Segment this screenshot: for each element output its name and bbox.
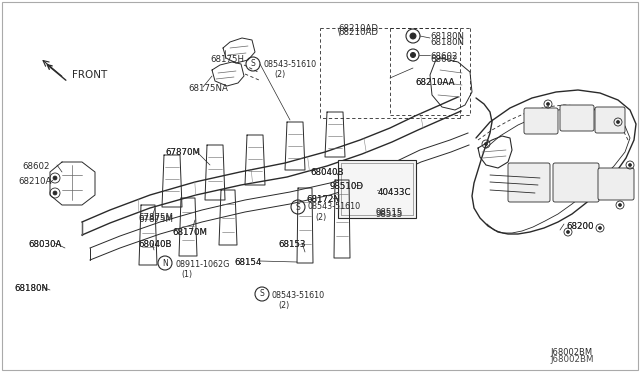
Circle shape <box>628 164 632 167</box>
Text: 68175H: 68175H <box>210 55 244 64</box>
Text: 08911-1062G: 08911-1062G <box>175 260 229 269</box>
Text: 08543-51610: 08543-51610 <box>272 291 325 300</box>
Text: (1): (1) <box>181 270 192 279</box>
Text: J68002BM: J68002BM <box>550 355 593 364</box>
Text: 68175NA: 68175NA <box>188 84 228 93</box>
Text: 68210AD: 68210AD <box>338 24 378 33</box>
Text: 68030A: 68030A <box>28 240 61 249</box>
Text: 40433C: 40433C <box>378 188 412 197</box>
FancyBboxPatch shape <box>595 107 625 133</box>
Text: 68200: 68200 <box>566 222 593 231</box>
Text: 68180N: 68180N <box>14 284 48 293</box>
Text: 68172N: 68172N <box>306 195 340 204</box>
Text: 68180N: 68180N <box>430 38 464 47</box>
Text: 68602: 68602 <box>430 55 458 64</box>
Circle shape <box>53 191 57 195</box>
Text: 68170M: 68170M <box>172 228 207 237</box>
Text: 40433C: 40433C <box>378 188 412 197</box>
Text: 68040B: 68040B <box>310 168 344 177</box>
Circle shape <box>566 231 570 234</box>
Text: 67875M: 67875M <box>138 215 173 224</box>
Circle shape <box>616 121 620 124</box>
Text: 98510D: 98510D <box>330 182 364 191</box>
FancyBboxPatch shape <box>508 163 550 202</box>
Text: S: S <box>260 289 264 298</box>
Text: 68172N: 68172N <box>306 195 340 204</box>
FancyBboxPatch shape <box>524 108 558 134</box>
Text: 68040B: 68040B <box>310 168 344 177</box>
Text: 67870M: 67870M <box>165 148 200 157</box>
Text: 68602: 68602 <box>22 162 49 171</box>
Text: S: S <box>251 60 255 68</box>
Text: (2): (2) <box>278 301 289 310</box>
Text: 98510D: 98510D <box>330 182 364 191</box>
FancyBboxPatch shape <box>553 163 599 202</box>
Text: 68154: 68154 <box>234 258 262 267</box>
Text: 68170M: 68170M <box>172 228 207 237</box>
Text: 68210A: 68210A <box>18 177 51 186</box>
FancyBboxPatch shape <box>560 105 594 131</box>
Circle shape <box>598 227 602 230</box>
Text: 68040B: 68040B <box>138 240 172 249</box>
Text: FRONT: FRONT <box>72 70 108 80</box>
Text: 68210AD: 68210AD <box>338 28 378 37</box>
Text: 68040B: 68040B <box>138 240 172 249</box>
Text: 68153: 68153 <box>278 240 305 249</box>
Text: 08543-51610: 08543-51610 <box>263 60 316 69</box>
Text: 68210AA: 68210AA <box>415 78 454 87</box>
Circle shape <box>410 33 416 39</box>
Text: N: N <box>162 259 168 267</box>
Text: 67875M: 67875M <box>138 213 173 222</box>
Text: 08543-51610: 08543-51610 <box>308 202 361 211</box>
Text: 68180N: 68180N <box>430 32 464 41</box>
Text: 68210AA: 68210AA <box>415 78 454 87</box>
Text: S: S <box>296 202 300 212</box>
Text: (2): (2) <box>274 70 285 79</box>
Text: 68030A: 68030A <box>28 240 61 249</box>
Text: J68002BM: J68002BM <box>550 348 592 357</box>
Text: 68153: 68153 <box>278 240 305 249</box>
Text: 68180N: 68180N <box>14 284 48 293</box>
Text: 98515: 98515 <box>375 208 403 217</box>
Circle shape <box>484 142 488 145</box>
Text: 68200: 68200 <box>566 222 593 231</box>
Text: 98515: 98515 <box>375 210 403 219</box>
Circle shape <box>53 176 57 180</box>
Text: (2): (2) <box>315 213 326 222</box>
FancyBboxPatch shape <box>598 168 634 200</box>
Text: 68602: 68602 <box>430 52 458 61</box>
Circle shape <box>410 52 415 58</box>
Bar <box>338 160 416 218</box>
Circle shape <box>618 203 621 206</box>
Circle shape <box>547 103 550 106</box>
Text: 68154: 68154 <box>234 258 262 267</box>
Text: 67870M: 67870M <box>165 148 200 157</box>
